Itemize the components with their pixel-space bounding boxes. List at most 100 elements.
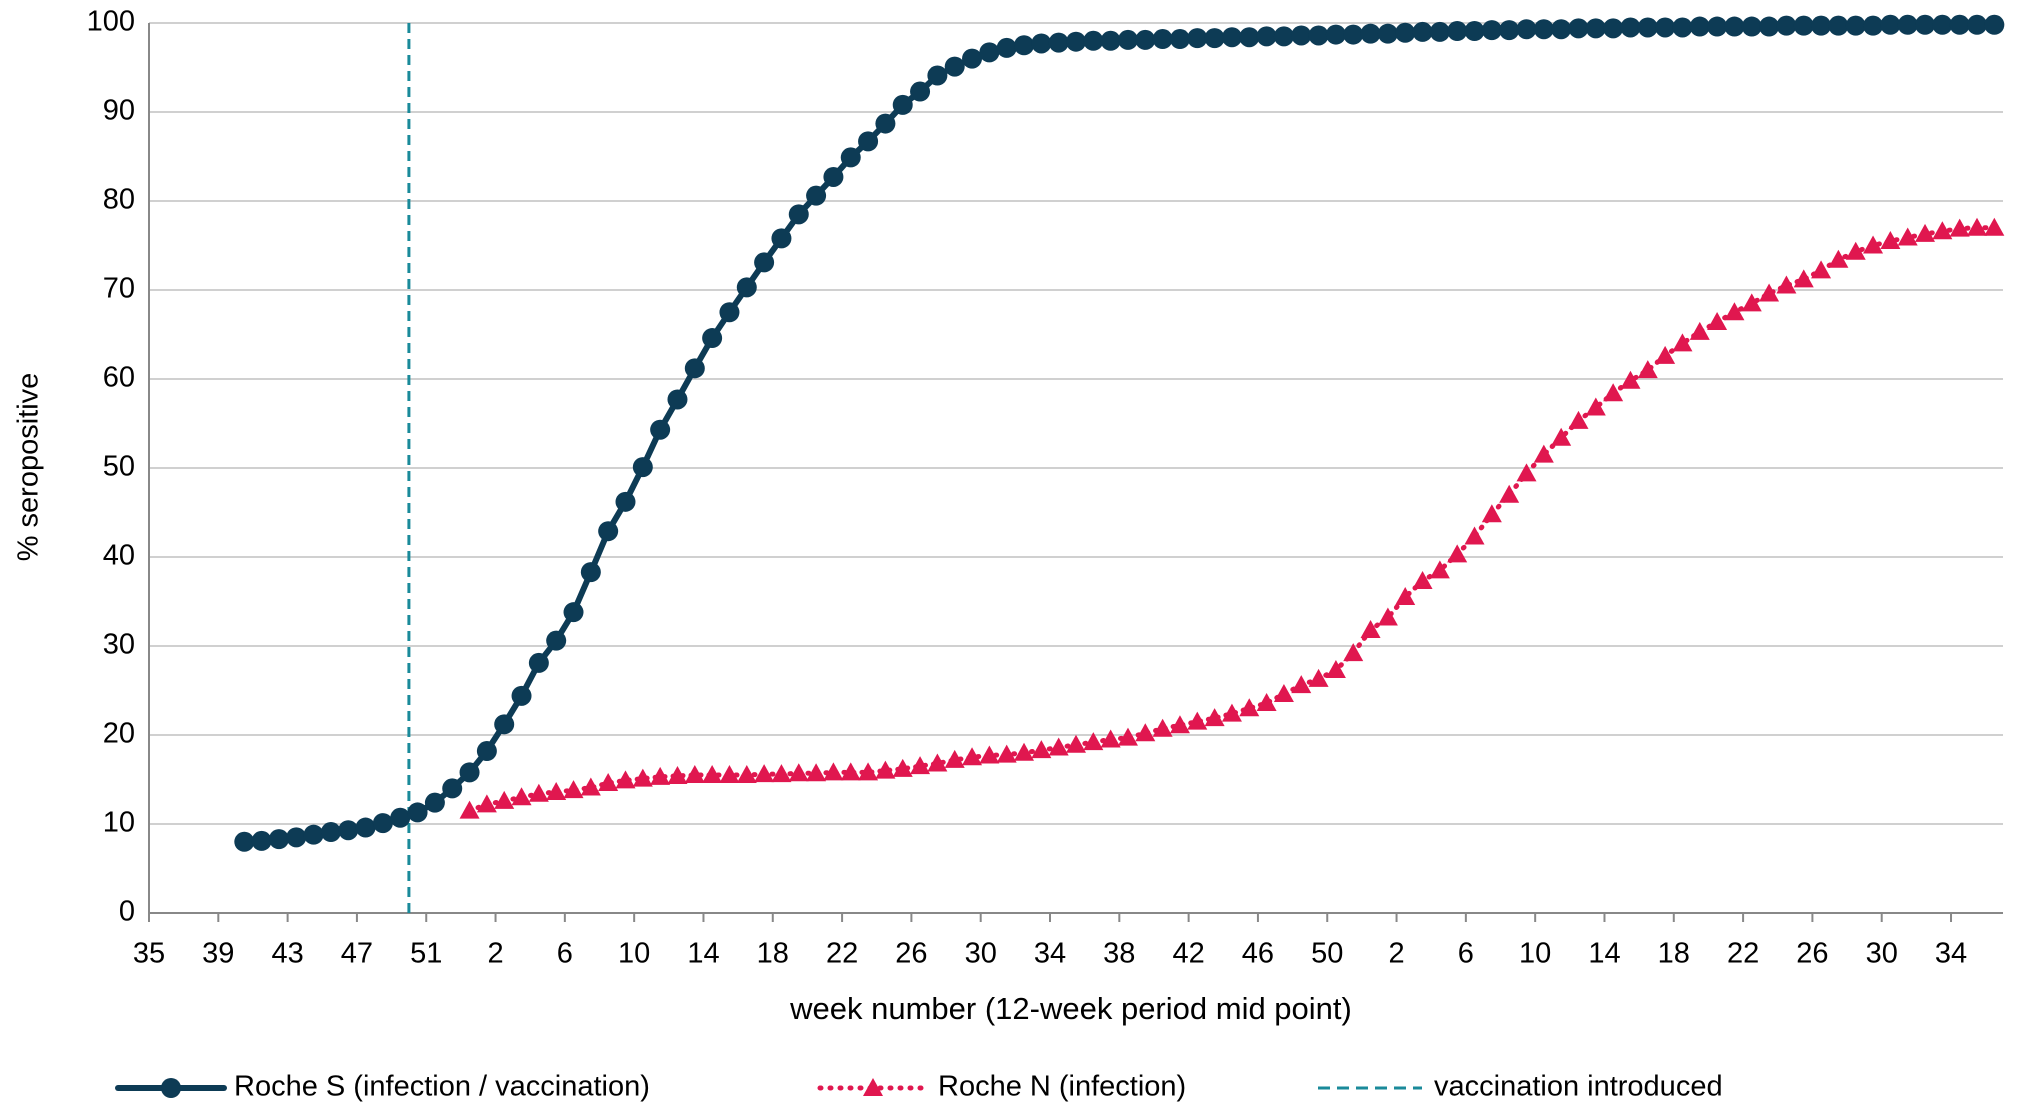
point [1239,27,1260,48]
x-tick-label: 18 [757,938,789,970]
point [442,778,463,799]
point [372,813,393,834]
point [788,204,809,225]
point [650,766,671,785]
point [1637,360,1658,379]
x-tick-label: 51 [410,938,442,970]
point [1880,14,1901,35]
point [1863,15,1884,36]
x-tick-label: 50 [1311,938,1343,970]
point [962,48,983,69]
x-axis-label: week number (12-week period mid point) [789,991,1352,1026]
point [1395,22,1416,43]
point [806,763,827,782]
point [1637,17,1658,38]
y-tick-label: 100 [87,6,135,38]
point [511,685,532,706]
x-tick-label: 34 [1935,938,1967,970]
point [615,491,636,512]
x-tick-label: 42 [1172,938,1204,970]
point [806,185,827,206]
point [1412,571,1433,590]
point [1429,21,1450,42]
y-tick-label: 70 [103,273,135,305]
point [320,822,341,843]
point [1499,20,1520,41]
point [1308,25,1329,46]
point [1897,14,1918,35]
point [944,56,965,77]
point [771,228,792,249]
x-tick-label: 34 [1034,938,1066,970]
legend-label: vaccination introduced [1434,1071,1723,1103]
x-tick-label: 10 [618,938,650,970]
point [1221,703,1242,722]
point [979,745,1000,764]
x-tick-label: 26 [895,938,927,970]
point [598,521,619,542]
point [268,829,289,850]
point [702,328,723,349]
point [875,113,896,134]
point [1395,587,1416,606]
point [858,131,879,152]
point [1083,732,1104,751]
point [1377,23,1398,44]
x-tick-label: 6 [1458,938,1474,970]
point [1325,24,1346,45]
point [1620,17,1641,38]
point [424,792,445,813]
point [1516,19,1537,40]
point [1169,715,1190,734]
point [338,820,359,841]
y-tick-label: 90 [103,95,135,127]
point [161,1078,181,1098]
point [390,807,411,828]
point [1897,227,1918,246]
point [702,765,723,784]
point [1100,729,1121,748]
point [1083,30,1104,51]
point [667,765,688,784]
point [684,358,705,379]
point [1117,727,1138,746]
x-tick-label: 22 [1727,938,1759,970]
point [788,763,809,782]
point [1343,24,1364,45]
point [546,781,567,800]
point [1984,217,2005,236]
point [632,768,653,787]
point [1291,25,1312,46]
point [823,762,844,781]
point [1776,15,1797,36]
point [1066,31,1086,52]
point [1811,15,1832,36]
point [459,762,480,783]
point [1793,269,1814,288]
point [1880,231,1901,250]
point [580,777,601,796]
point [1949,14,1970,35]
point [719,765,740,784]
point [736,765,757,784]
point [1100,30,1121,51]
point [459,800,480,819]
point [771,764,792,783]
point [1031,740,1052,759]
point [1429,560,1450,579]
point [962,747,983,766]
x-tick-label: 26 [1796,938,1828,970]
point [667,389,688,410]
legend-label: Roche N (infection) [938,1071,1186,1103]
point [1221,27,1242,48]
point [1187,711,1208,730]
point [1724,16,1745,37]
point [1343,643,1364,662]
point [1256,26,1277,47]
point [511,787,532,806]
point [1533,444,1554,463]
x-tick-label: 6 [557,938,573,970]
point [1655,17,1676,38]
point [303,824,324,845]
point [1273,26,1294,47]
